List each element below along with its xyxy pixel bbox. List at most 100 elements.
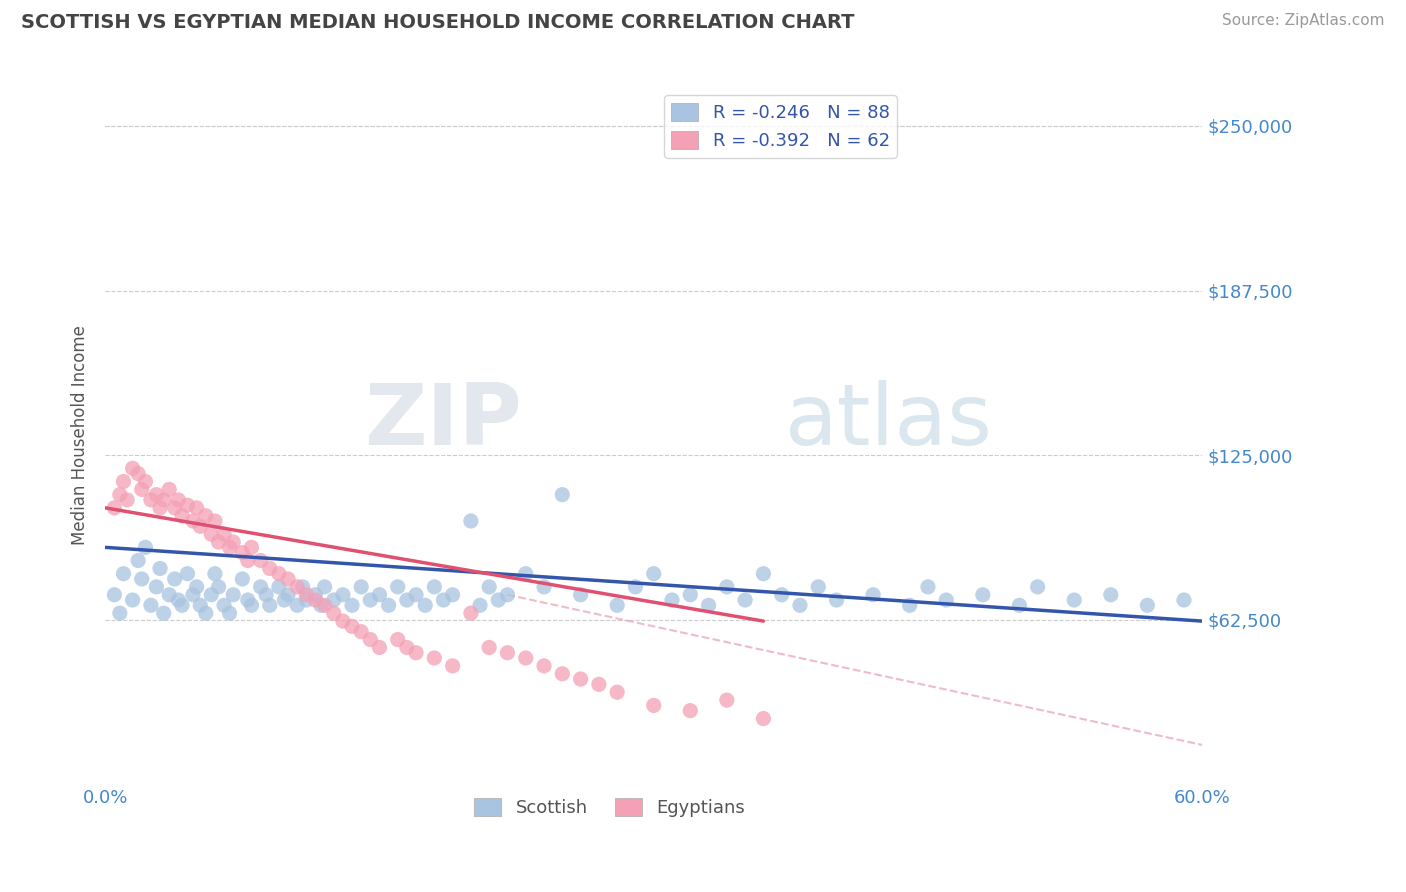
Point [533,580,555,594]
Point [249,553,271,567]
Point [157,483,180,497]
Point [277,588,299,602]
Point [127,553,149,567]
Point [188,599,211,613]
Point [350,580,373,594]
Point [267,580,290,594]
Point [825,593,848,607]
Point [152,492,174,507]
Point [350,624,373,639]
Point [254,588,277,602]
Point [569,588,592,602]
Point [115,492,138,507]
Point [569,672,592,686]
Point [194,606,217,620]
Point [862,588,884,602]
Point [322,593,344,607]
Point [121,461,143,475]
Point [770,588,793,602]
Point [679,588,702,602]
Point [377,599,399,613]
Point [108,488,131,502]
Point [340,599,363,613]
Point [163,572,186,586]
Point [405,646,427,660]
Point [551,488,574,502]
Point [332,614,354,628]
Point [176,566,198,581]
Point [212,599,235,613]
Point [486,593,509,607]
Point [697,599,720,613]
Point [222,535,245,549]
Point [285,599,308,613]
Point [163,500,186,515]
Point [405,588,427,602]
Point [468,599,491,613]
Point [181,514,204,528]
Point [1063,593,1085,607]
Point [295,593,318,607]
Point [679,704,702,718]
Point [935,593,957,607]
Point [387,580,409,594]
Point [207,535,229,549]
Point [898,599,921,613]
Point [1173,593,1195,607]
Point [167,593,190,607]
Point [121,593,143,607]
Point [515,566,537,581]
Point [204,514,226,528]
Point [176,498,198,512]
Point [432,593,454,607]
Point [1026,580,1049,594]
Point [103,500,125,515]
Point [496,646,519,660]
Point [972,588,994,602]
Point [515,651,537,665]
Point [249,580,271,594]
Point [460,514,482,528]
Point [222,588,245,602]
Point [186,580,208,594]
Point [240,541,263,555]
Point [423,651,446,665]
Point [606,599,628,613]
Point [368,640,391,655]
Point [103,588,125,602]
Point [131,572,153,586]
Point [218,606,240,620]
Text: SCOTTISH VS EGYPTIAN MEDIAN HOUSEHOLD INCOME CORRELATION CHART: SCOTTISH VS EGYPTIAN MEDIAN HOUSEHOLD IN… [21,13,855,32]
Point [236,553,259,567]
Point [112,566,135,581]
Point [533,659,555,673]
Point [157,588,180,602]
Point [1008,599,1031,613]
Point [752,566,775,581]
Point [204,566,226,581]
Point [309,599,332,613]
Point [277,572,299,586]
Point [167,492,190,507]
Point [322,606,344,620]
Point [304,593,326,607]
Point [588,677,610,691]
Point [134,541,156,555]
Point [236,593,259,607]
Point [291,580,314,594]
Point [170,599,193,613]
Point [186,500,208,515]
Text: ZIP: ZIP [364,380,522,463]
Point [259,561,281,575]
Point [441,588,464,602]
Point [273,593,295,607]
Point [127,467,149,481]
Point [395,593,418,607]
Point [478,580,501,594]
Point [108,606,131,620]
Y-axis label: Median Household Income: Median Household Income [72,326,89,545]
Point [643,698,665,713]
Point [218,541,240,555]
Point [332,588,354,602]
Point [441,659,464,673]
